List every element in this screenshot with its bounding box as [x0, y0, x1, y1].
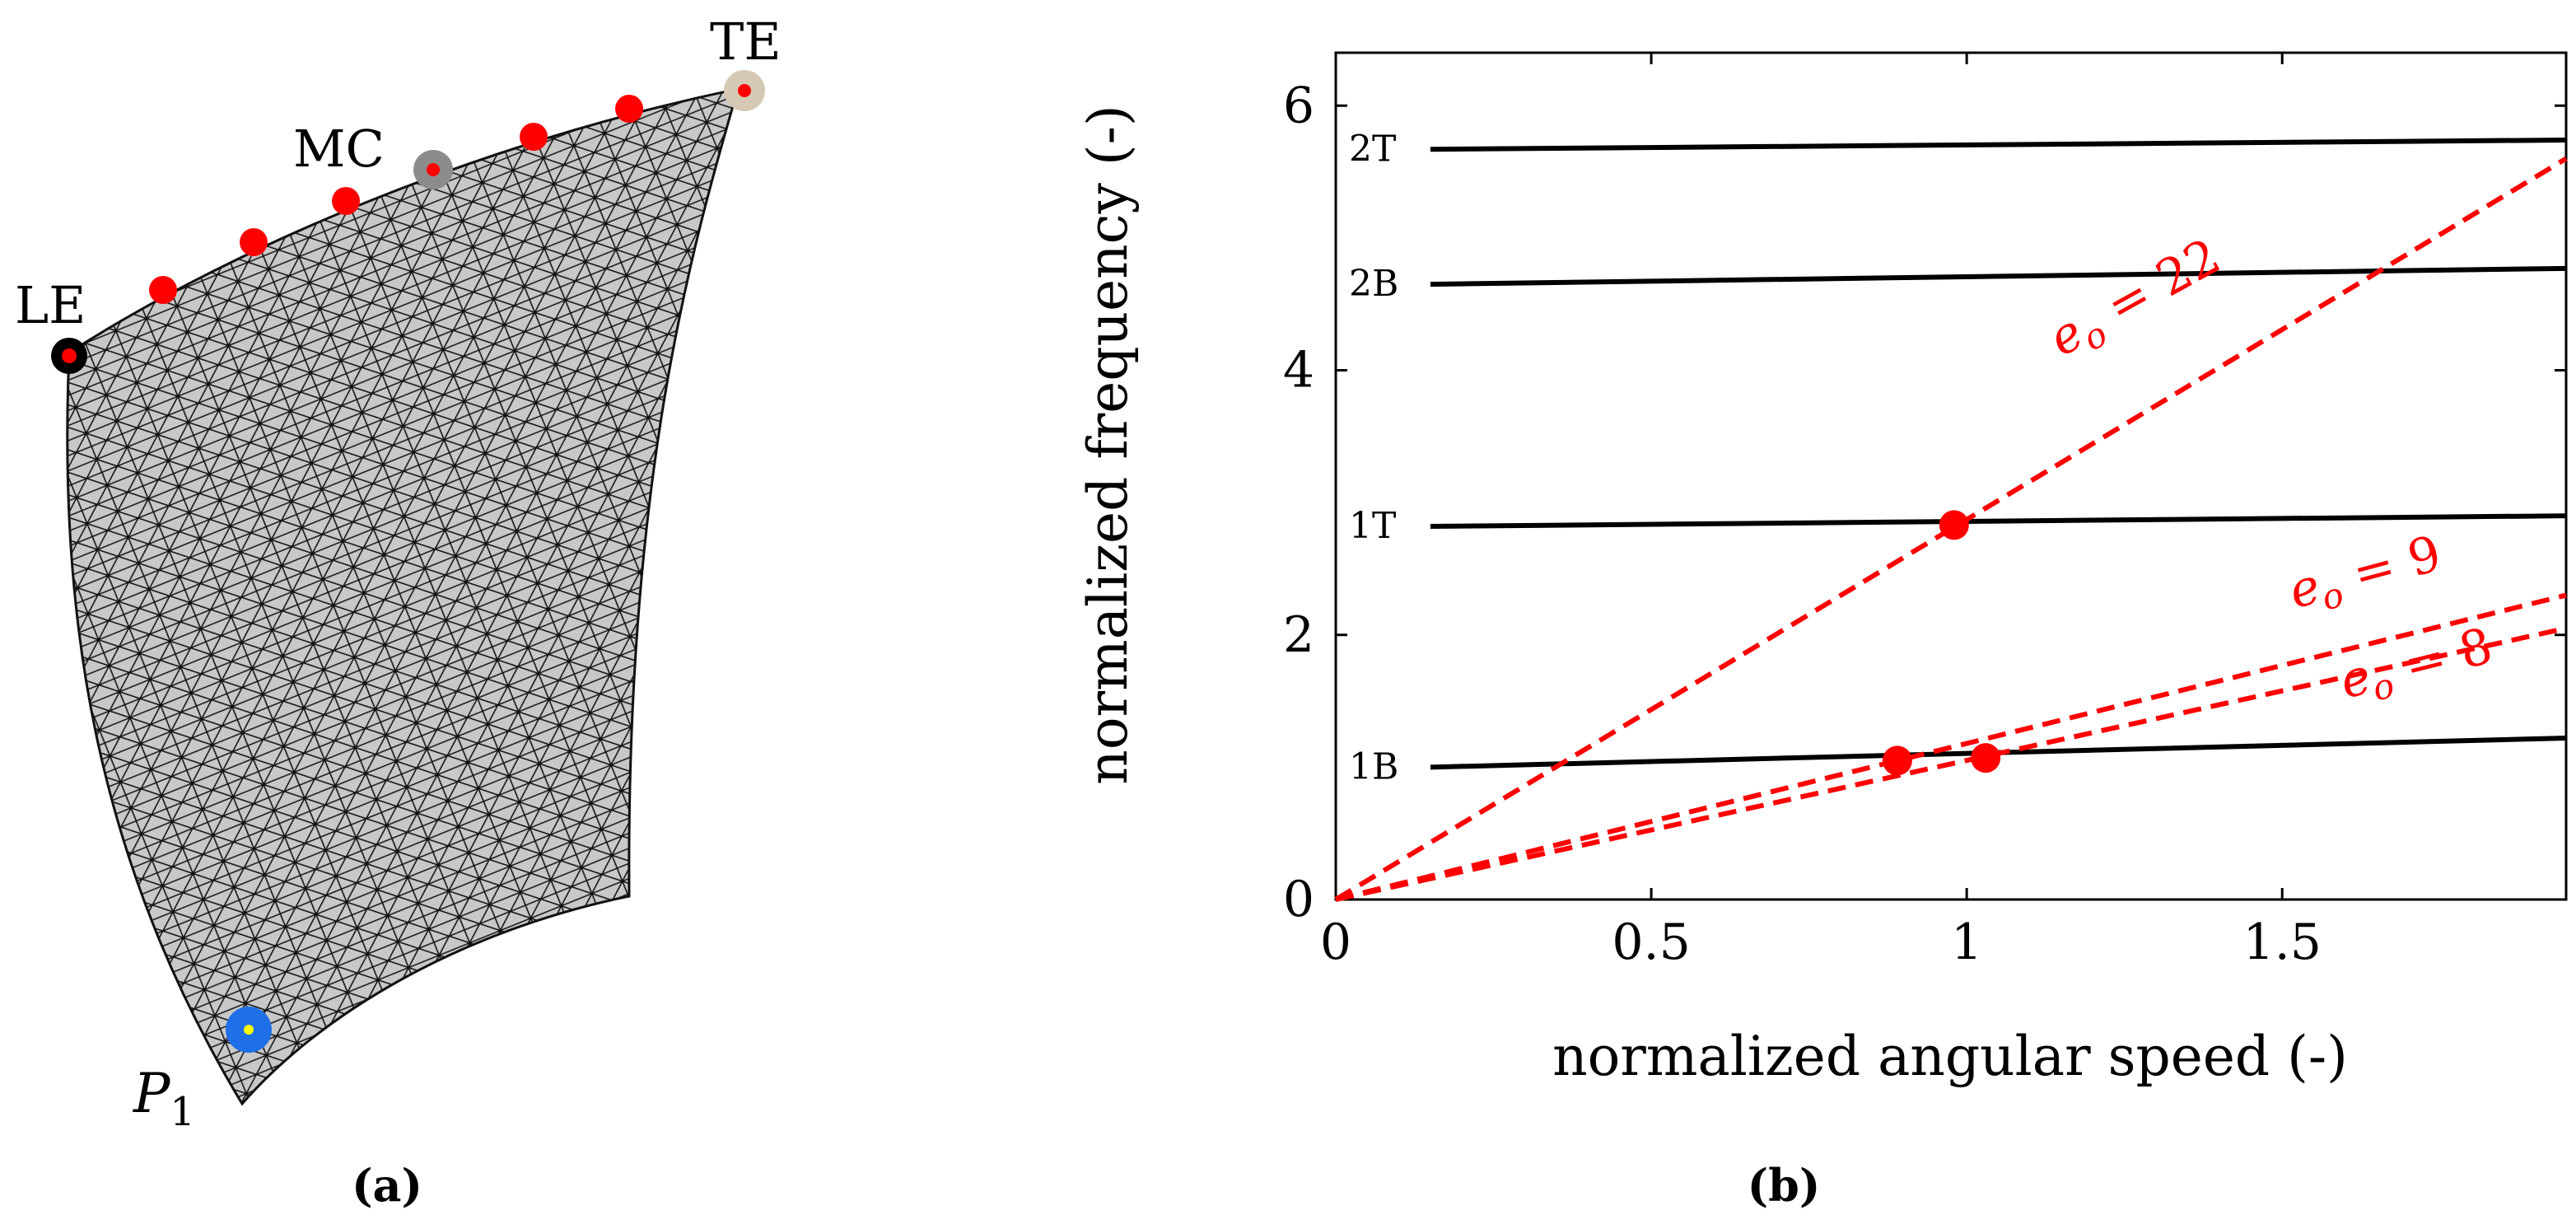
p1-marker-center	[244, 1025, 254, 1035]
x-tick-label: 0	[1320, 914, 1351, 971]
x-axis-label: normalized angular speed (-)	[1552, 1025, 2348, 1088]
crossing-points	[1882, 510, 2001, 776]
sensor-dot	[615, 95, 643, 123]
mode-label-2b: 2B	[1349, 263, 1398, 305]
sensor-dot	[240, 228, 268, 256]
blade-mesh	[66, 87, 740, 1106]
label-le: LE	[15, 275, 86, 335]
label-p1: P1	[133, 1062, 195, 1135]
x-tick-label: 0.5	[1612, 914, 1690, 971]
y-tick-label: 6	[1283, 77, 1314, 134]
crossing-point	[1971, 743, 2001, 773]
mode-line-2b	[1430, 265, 2567, 287]
eo-line-9	[1335, 592, 2567, 902]
series-labels: 1B 1T 2B 2T eo = 22 eo = 9eo = 8	[1349, 128, 2499, 787]
eo-label-22: eo = 22	[2039, 227, 2233, 373]
mode-line-2t	[1430, 138, 2567, 152]
axis-ticks: 0 0.5 1 1.5 0 2 4 6	[1283, 53, 2566, 971]
plot-area	[1334, 51, 2568, 901]
eo-label-8: eo = 8	[2335, 617, 2499, 716]
mode-label-1t: 1T	[1349, 505, 1396, 547]
sensor-dot	[520, 123, 548, 151]
x-tick-label: 1.5	[2243, 914, 2322, 971]
sensor-dot	[332, 187, 360, 215]
y-tick-label: 0	[1283, 871, 1314, 928]
y-tick-label: 4	[1283, 342, 1314, 400]
mode-label-1b: 1B	[1349, 745, 1398, 787]
crossing-point	[1882, 745, 1912, 776]
mode-label-2t: 2T	[1349, 128, 1396, 170]
caption-a: (a)	[352, 1159, 422, 1212]
x-tick-label: 1	[1951, 914, 1982, 971]
le-marker-center	[62, 348, 77, 363]
plot-frame	[1334, 51, 2568, 901]
y-tick-label: 2	[1283, 606, 1314, 664]
panel-a: LE MC TE P1 (a)	[15, 12, 782, 1212]
mc-marker-center	[427, 163, 440, 176]
crossing-point	[1939, 510, 1969, 540]
label-te: TE	[710, 12, 782, 72]
sensor-dot	[149, 276, 177, 304]
label-mc: MC	[293, 119, 385, 179]
eo-line-8	[1335, 625, 2567, 902]
mode-line-1t	[1430, 513, 2567, 530]
y-axis-label: normalized frequency (-)	[1076, 105, 1140, 784]
caption-b: (b)	[1748, 1159, 1821, 1212]
te-marker-center	[738, 84, 751, 97]
panel-b: 0 0.5 1 1.5 0 2 4 6 1B 1T 2B 2T eo = 22 eo = 9eo = 8…	[1076, 51, 2568, 1212]
eo-label-9: eo = 9	[2283, 525, 2448, 626]
